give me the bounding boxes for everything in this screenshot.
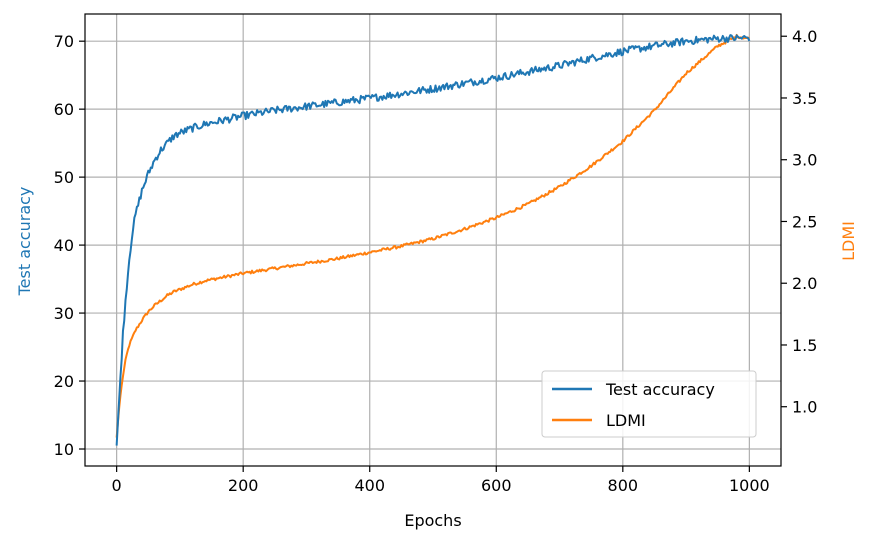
y-left-tick-label: 20	[54, 372, 74, 391]
y-left-tick-label: 30	[54, 304, 74, 323]
y-left-tick-label: 70	[54, 32, 74, 51]
legend-label-ldmi: LDMI	[606, 411, 646, 430]
y-right-tick-label: 1.0	[792, 398, 817, 417]
y-right-tick-label: 1.5	[792, 336, 817, 355]
y-right-tick-label: 4.0	[792, 27, 817, 46]
y-left-axis-label: Test accuracy	[15, 187, 34, 297]
x-axis-label: Epochs	[404, 511, 461, 530]
series-line-test-accuracy	[115, 34, 751, 446]
x-tick-label: 0	[112, 476, 122, 495]
x-tick-label: 600	[481, 476, 512, 495]
series-layer	[115, 33, 751, 446]
legend-box	[541, 370, 757, 438]
x-tick-label: 400	[354, 476, 385, 495]
y-right-tick-label: 2.0	[792, 274, 817, 293]
y-right-axis-ticks: 1.0 1.5 2.0 2.5 3.0 3.5 4.0	[781, 27, 817, 417]
plot-frame	[84, 13, 782, 467]
y-right-tick-label: 3.5	[792, 89, 817, 108]
legend-label-test-accuracy: Test accuracy	[605, 380, 715, 399]
y-right-axis-label: LDMI	[839, 221, 858, 261]
y-left-tick-label: 40	[54, 236, 74, 255]
x-tick-label: 200	[228, 476, 259, 495]
y-left-axis-ticks: 10 20 30 40 50 60 70	[54, 32, 85, 459]
y-right-tick-label: 2.5	[792, 212, 817, 231]
y-right-tick-label: 3.0	[792, 151, 817, 170]
y-left-tick-label: 10	[54, 440, 74, 459]
x-tick-label: 1000	[729, 476, 770, 495]
series-line-ldmi	[115, 33, 750, 438]
x-tick-label: 800	[608, 476, 639, 495]
y-left-tick-label: 50	[54, 168, 74, 187]
x-axis-ticks: 0 200 400 600 800 1000	[112, 466, 770, 495]
legend: Test accuracy LDMI	[541, 370, 757, 438]
y-left-tick-label: 60	[54, 100, 74, 119]
